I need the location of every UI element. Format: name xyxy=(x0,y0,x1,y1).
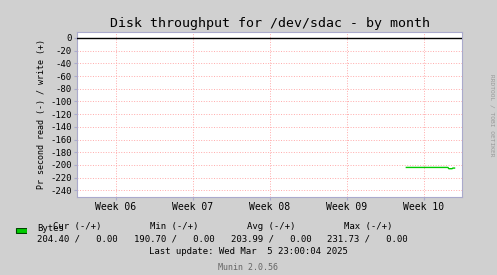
Text: 204.40 /   0.00: 204.40 / 0.00 xyxy=(37,235,117,244)
Text: Min (-/+): Min (-/+) xyxy=(150,222,198,231)
Text: Max (-/+): Max (-/+) xyxy=(343,222,392,231)
FancyBboxPatch shape xyxy=(15,228,27,233)
Text: Cur (-/+): Cur (-/+) xyxy=(53,222,101,231)
Text: Munin 2.0.56: Munin 2.0.56 xyxy=(219,263,278,272)
Text: 203.99 /   0.00: 203.99 / 0.00 xyxy=(231,235,311,244)
Title: Disk throughput for /dev/sdac - by month: Disk throughput for /dev/sdac - by month xyxy=(110,17,429,31)
Text: RRDTOOL / TOBI OETIKER: RRDTOOL / TOBI OETIKER xyxy=(490,74,495,157)
Text: Avg (-/+): Avg (-/+) xyxy=(247,222,295,231)
Text: Last update: Wed Mar  5 23:00:04 2025: Last update: Wed Mar 5 23:00:04 2025 xyxy=(149,247,348,256)
Y-axis label: Pr second read (-) / write (+): Pr second read (-) / write (+) xyxy=(37,39,46,189)
Text: Bytes: Bytes xyxy=(37,224,64,233)
Text: 190.70 /   0.00: 190.70 / 0.00 xyxy=(134,235,214,244)
Text: 231.73 /   0.00: 231.73 / 0.00 xyxy=(328,235,408,244)
